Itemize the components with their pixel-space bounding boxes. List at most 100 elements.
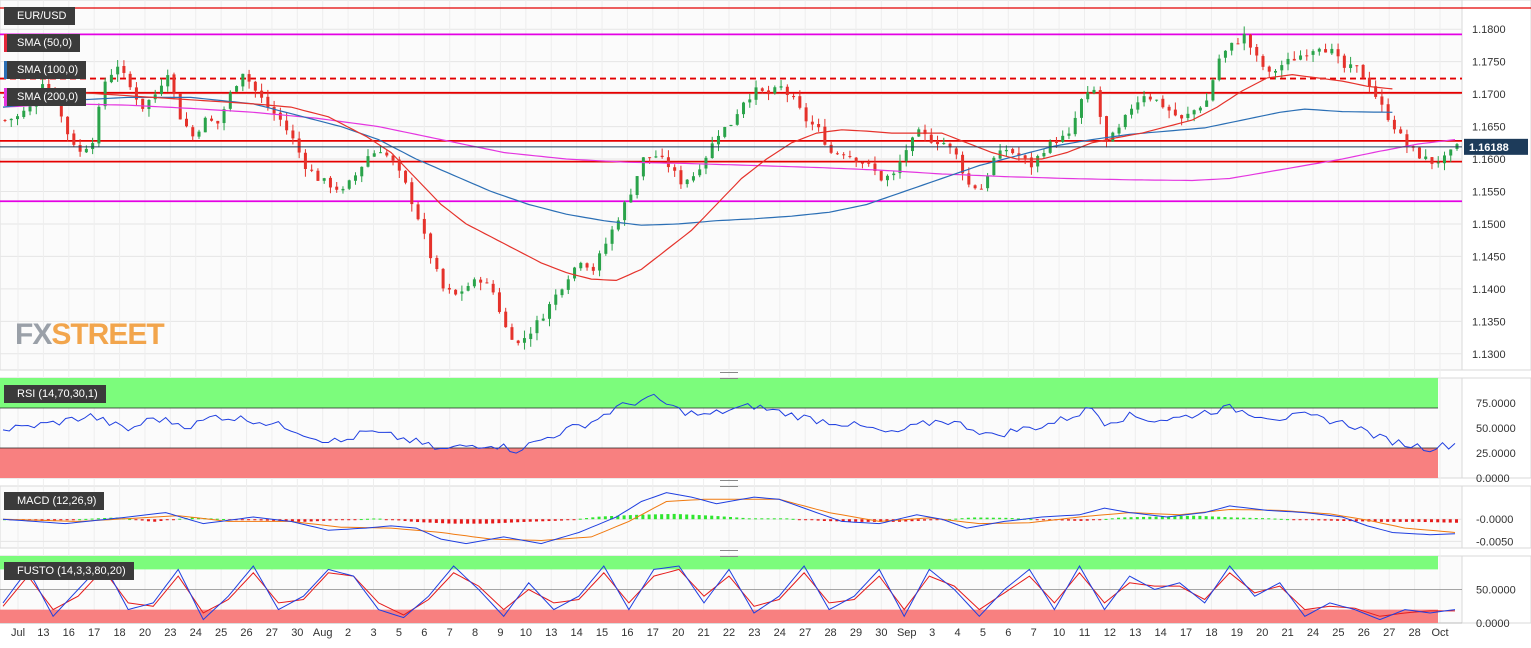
x-tick-label: 13 [37,627,49,639]
macd-label[interactable]: MACD (12,26,9) [4,492,105,510]
macd-histogram-bar [366,518,369,520]
fusto-resize-handle[interactable] [720,550,738,557]
price-tick-label: 1.1350 [1472,316,1506,328]
candle-body [1217,58,1221,80]
candle-body [66,116,70,135]
macd-histogram-bar [585,518,589,520]
macd-histogram-bar [929,519,933,521]
candle-body [1324,49,1328,53]
instrument-label[interactable]: EUR/USD [4,7,75,25]
candle-body [1223,50,1227,58]
candle-body [885,175,889,181]
candle-body [842,154,846,156]
candle-body [360,166,364,177]
macd-histogram-bar [1098,519,1102,521]
x-tick-label: 20 [672,627,684,639]
candle-body [860,162,864,164]
macd-histogram-bar [1204,516,1208,520]
macd-histogram-bar [822,519,826,522]
fusto-overbought-zone [0,556,1438,570]
macd-histogram-bar [841,519,845,522]
macd-histogram-bar [290,519,294,522]
candle-body [898,161,902,174]
sma50-label[interactable]: SMA (50,0) [4,34,81,52]
candle-body [1079,99,1083,118]
candle-body [1211,80,1215,101]
macd-histogram-bar [422,519,426,523]
x-tick-label: 7 [1031,627,1037,639]
rsi-tick-label: 0.0000 [1476,473,1510,485]
macd-histogram-bar [309,519,313,522]
macd-histogram-bar [1279,518,1283,520]
fxstreet-logo: FXSTREET [15,318,165,352]
fusto-k-line [2,561,1456,621]
x-tick-label: 21 [1282,627,1294,639]
macd-histogram-bar [71,519,75,521]
macd-histogram-bar [1361,519,1365,522]
macd-histogram-bar [1048,519,1052,521]
macd-histogram-bar [84,518,88,520]
rsi-tick-label: 25.0000 [1476,448,1516,460]
macd-histogram-bar [303,519,307,522]
sma100-label[interactable]: SMA (100,0) [4,61,87,79]
macd-histogram-bar [747,518,751,520]
rsi-label[interactable]: RSI (14,70,30,1) [4,385,106,403]
macd-resize-handle[interactable] [720,480,738,487]
x-tick-label: 3 [929,627,935,639]
macd-histogram-bar [729,517,732,520]
candle-body [397,159,401,171]
rsi-resize-handle[interactable] [720,372,738,379]
candle-body [679,170,683,185]
candle-body [1036,156,1040,167]
price-tick-label: 1.1550 [1472,186,1506,198]
macd-histogram-bar [829,519,833,522]
macd-histogram-bar [53,519,57,521]
macd-histogram-bar [979,517,983,520]
macd-histogram-bar [1292,519,1296,521]
sma200-label[interactable]: SMA (200,0) [4,88,87,106]
macd-histogram-bar [1455,519,1458,523]
macd-histogram-bar [578,518,582,520]
candle-body [1380,96,1384,105]
x-tick-label: 7 [447,627,453,639]
macd-histogram-bar [78,519,82,521]
candle-body [535,320,539,334]
candle-body [228,92,232,109]
candle-body [84,148,88,153]
candle-body [1155,99,1159,101]
candle-body [260,90,264,98]
price-tick-label: 1.1750 [1472,57,1506,69]
candle-body [1148,96,1152,100]
x-tick-label: 30 [291,627,303,639]
candle-body [948,143,952,148]
candle-body [1361,64,1365,79]
macd-histogram-bar [1060,519,1064,521]
macd-histogram-bar [1448,519,1452,523]
macd-histogram-bar [860,519,864,522]
candle-body [247,74,251,82]
candle-body [573,267,577,279]
candle-body [1274,70,1277,73]
macd-histogram-bar [1117,517,1121,520]
macd-histogram-bar [854,519,858,522]
macd-histogram-bar [1110,518,1114,520]
macd-histogram-bar [391,519,395,521]
x-tick-label: 24 [1307,627,1319,639]
x-tick-label: 6 [1005,627,1011,639]
fusto-label[interactable]: FUSTO (14,3,3,80,20) [4,562,134,580]
candle-body [504,311,508,328]
candle-body [823,126,827,145]
candle-body [873,163,877,171]
macd-histogram-bar [591,517,595,520]
macd-histogram-bar [960,518,964,520]
candle-body [216,120,220,124]
candle-body [479,279,483,283]
x-tick-label: 19 [1231,627,1243,639]
candle-body [491,283,495,293]
candle-body [585,263,589,268]
candle-body [716,135,720,145]
candle-body [235,86,239,92]
macd-histogram-bar [760,518,764,520]
